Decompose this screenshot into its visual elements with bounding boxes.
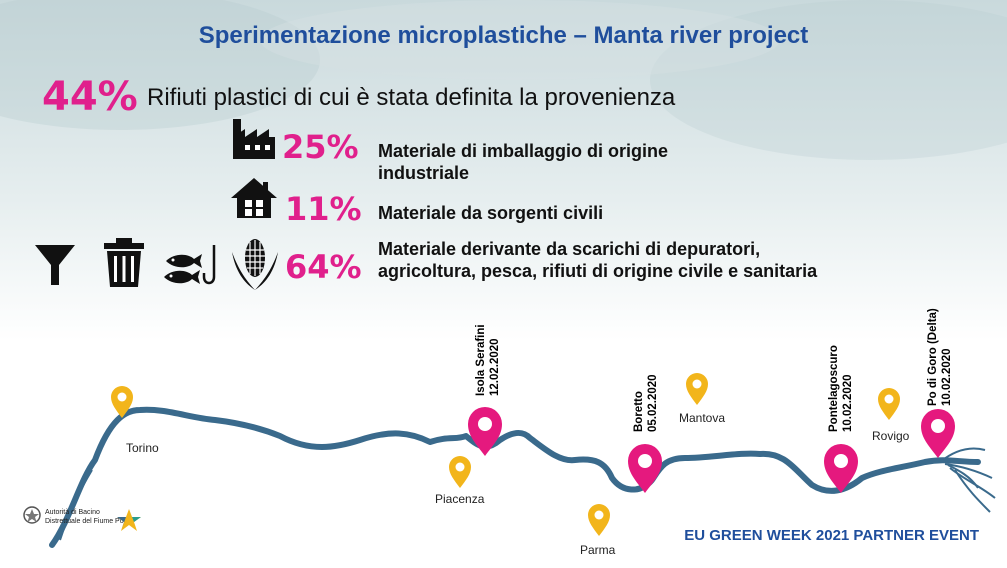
city-label: Piacenza (435, 492, 485, 506)
item-percent: 25% (282, 128, 359, 166)
city-label: Mantova (679, 411, 725, 425)
authority-logo-text: Autorità di Bacino Distrettuale del Fium… (45, 508, 124, 526)
po-river (49, 406, 981, 548)
site-pin-po-di-goro (921, 409, 955, 458)
site-date: 05.02.2020 (647, 374, 659, 432)
city-pin-torino (111, 386, 133, 418)
po-delta (939, 447, 996, 513)
item-text: Materiale da sorgenti civili (378, 203, 604, 223)
item-text: Materiale derivante da scarichi di depur… (378, 239, 818, 281)
site-name: Boretto (633, 391, 645, 432)
star-logo-icon (117, 509, 141, 531)
site-name: Po di Goro (Delta) (927, 308, 939, 406)
headline-percent: 44% (42, 74, 138, 120)
city-label: Torino (126, 441, 159, 455)
city-label: Rovigo (872, 429, 910, 443)
city-pin-rovigo (878, 388, 900, 420)
po-river-map: Torino Piacenza Parma Mantova Rovigo Iso… (49, 308, 996, 557)
site-date: 10.02.2020 (941, 348, 953, 406)
page-title: Sperimentazione microplastiche – Manta r… (198, 22, 809, 49)
site-pin-isola-serafini (468, 407, 502, 456)
event-footer: EU GREEN WEEK 2021 PARTNER EVENT (684, 527, 979, 544)
item-percent: 64% (285, 248, 362, 286)
fish-hook-icon (164, 245, 216, 285)
funnel-icon (35, 245, 75, 285)
logo-line: Autorità di Bacino (45, 509, 100, 516)
site-name: Isola Serafini (475, 324, 487, 396)
headline-text: Rifiuti plastici di cui è stata definita… (147, 84, 676, 111)
italy-emblem-icon (23, 506, 41, 524)
corn-icon (232, 239, 278, 290)
site-pin-pontelagoscuro (824, 444, 858, 493)
city-label: Parma (580, 543, 616, 557)
site-name: Pontelagoscuro (828, 345, 840, 432)
city-pin-piacenza (449, 456, 471, 488)
city-pin-mantova (686, 373, 708, 405)
site-pin-boretto (628, 444, 662, 493)
site-date: 10.02.2020 (842, 374, 854, 432)
factory-icon (233, 119, 275, 159)
house-icon (231, 178, 277, 218)
item-text: Materiale di imballaggio di origine indu… (378, 141, 669, 183)
logo-line: Distrettuale del Fiume Po (45, 518, 124, 525)
item-percent: 11% (285, 190, 362, 228)
trash-bin-icon (104, 238, 144, 287)
city-pin-parma (588, 504, 610, 536)
site-date: 12.02.2020 (489, 338, 501, 396)
